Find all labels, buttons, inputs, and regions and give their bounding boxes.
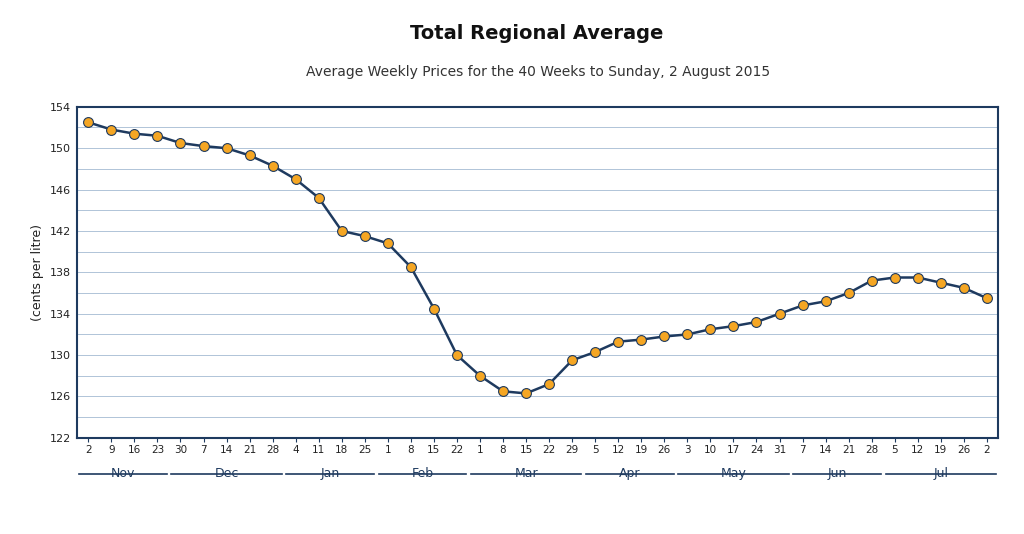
Point [979,294,995,302]
Text: Total Regional Average: Total Regional Average [411,24,664,43]
Text: Feb: Feb [412,467,433,480]
Point [633,335,649,344]
Point [172,139,188,147]
Text: Jul: Jul [933,467,948,480]
Text: Nov: Nov [111,467,135,480]
Point [841,289,857,297]
Point [518,389,535,398]
Point [541,380,557,388]
Point [334,226,350,235]
Point [656,332,673,341]
Point [103,125,120,134]
Text: Apr: Apr [620,467,640,480]
Point [587,348,603,356]
Point [196,142,212,151]
Y-axis label: (cents per litre): (cents per litre) [32,224,44,321]
Point [310,193,327,202]
Point [610,337,627,346]
Point [495,387,511,396]
Point [218,144,234,152]
Point [564,356,581,365]
Point [472,372,488,380]
Point [402,263,419,271]
Text: Mar: Mar [514,467,538,480]
Point [80,118,96,127]
Point [909,273,926,282]
Point [242,151,258,160]
Title: Average Weekly Prices for the 40 Weeks to Sunday, 2 August 2015: Average Weekly Prices for the 40 Weeks t… [305,65,770,79]
Point [356,232,373,240]
Text: Dec: Dec [214,467,239,480]
Point [380,239,396,248]
Point [449,351,465,359]
Point [817,297,834,305]
Point [725,322,741,331]
Point [887,273,903,282]
Point [426,304,442,313]
Point [150,131,166,140]
Point [795,301,811,310]
Point [679,330,695,339]
Point [288,175,304,184]
Point [264,161,281,170]
Point [863,277,880,285]
Point [933,278,949,287]
Point [771,309,787,318]
Text: Jun: Jun [827,467,847,480]
Text: May: May [721,467,746,480]
Point [749,318,765,326]
Point [126,129,142,138]
Text: Jan: Jan [321,467,340,480]
Point [702,325,719,334]
Point [955,284,972,292]
